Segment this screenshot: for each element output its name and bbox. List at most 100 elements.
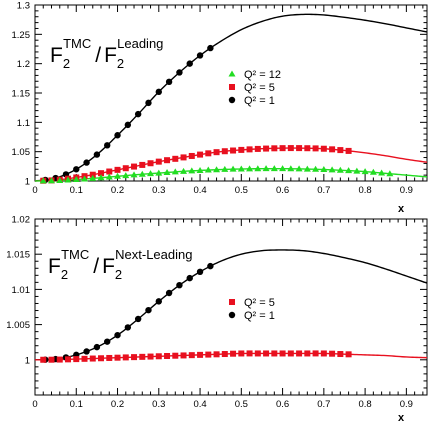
data-point xyxy=(172,155,179,162)
data-point xyxy=(134,315,142,323)
x-tick-label: 0.4 xyxy=(193,399,206,410)
legend-marker xyxy=(229,84,235,90)
data-point xyxy=(104,142,111,149)
data-point xyxy=(207,262,214,270)
data-point xyxy=(254,350,261,357)
data-point xyxy=(279,145,286,152)
data-point xyxy=(163,168,171,175)
legend: Q² = 5Q² = 1 xyxy=(228,297,275,322)
data-point xyxy=(98,355,105,362)
y-tick-label: 1.3 xyxy=(17,1,30,12)
data-point xyxy=(337,147,344,154)
data-point xyxy=(337,351,344,358)
data-point xyxy=(131,354,138,361)
data-point xyxy=(83,348,90,355)
data-point xyxy=(345,167,353,174)
data-point xyxy=(303,165,311,172)
data-point xyxy=(122,165,129,172)
data-point xyxy=(361,168,369,175)
data-point xyxy=(106,354,113,361)
data-point xyxy=(155,169,163,176)
data-point xyxy=(105,173,113,180)
series-line xyxy=(34,13,428,182)
data-point xyxy=(254,165,262,172)
data-point xyxy=(114,172,122,179)
y-tick-label: 1.1 xyxy=(17,118,30,129)
data-point xyxy=(124,324,132,331)
data-point xyxy=(65,356,72,363)
y-tick-label: 1.05 xyxy=(12,147,31,158)
x-tick-label: 0.9 xyxy=(400,399,413,410)
data-point xyxy=(147,170,155,177)
y-tick-label: 1.15 xyxy=(12,89,31,100)
x-tick-label: 0.1 xyxy=(70,399,83,410)
legend-marker xyxy=(228,311,236,319)
x-tick-label: 0.6 xyxy=(276,185,289,196)
data-point xyxy=(328,166,336,173)
data-point xyxy=(287,165,295,172)
data-point xyxy=(93,151,101,158)
data-point xyxy=(296,145,303,152)
data-point xyxy=(205,150,212,157)
chart-title: F2TMC/F2Next-Leading xyxy=(48,247,192,282)
data-point xyxy=(204,166,212,173)
data-point xyxy=(89,171,96,178)
data-point xyxy=(114,166,121,173)
y-tick-label: 1 xyxy=(25,355,30,366)
data-point xyxy=(139,161,146,168)
data-point xyxy=(93,343,101,351)
data-point xyxy=(131,163,138,170)
data-point xyxy=(147,160,154,167)
x-tick-label: 0.2 xyxy=(111,399,124,410)
data-point xyxy=(230,147,237,154)
chart-title: F2TMC/F2Leading xyxy=(50,36,163,71)
data-point xyxy=(320,350,327,357)
data-point xyxy=(262,165,270,172)
data-point xyxy=(336,166,344,173)
data-point xyxy=(221,351,228,358)
bottom-panel: 0 0.1 0.2 0.3 0.4 0.5 0.6 0.7 0.8 0.9 1 1.005 1.01 1.… xyxy=(6,215,428,424)
data-point xyxy=(369,168,377,175)
y-tick-label: 1.25 xyxy=(12,30,31,41)
data-point xyxy=(271,350,278,357)
data-point xyxy=(48,356,55,363)
data-point xyxy=(196,268,204,275)
data-point xyxy=(188,152,195,159)
markers xyxy=(39,44,394,184)
legend-label: Q² = 5 xyxy=(244,297,275,309)
data-point xyxy=(320,145,327,152)
data-point xyxy=(145,306,152,314)
data-point xyxy=(73,356,80,363)
data-point xyxy=(180,154,187,161)
data-point xyxy=(73,166,80,173)
data-point xyxy=(221,165,229,172)
x-axis-title: x xyxy=(398,412,405,424)
data-point xyxy=(197,351,204,358)
data-point xyxy=(279,350,286,357)
data-point xyxy=(205,351,212,358)
data-point xyxy=(238,350,245,357)
data-point xyxy=(238,146,245,153)
data-point xyxy=(386,170,394,177)
data-point xyxy=(188,352,195,359)
data-point xyxy=(296,350,303,357)
legend-marker xyxy=(228,96,236,104)
data-point xyxy=(98,170,105,177)
data-point xyxy=(176,281,183,289)
legend-marker xyxy=(229,299,235,305)
data-point xyxy=(345,351,352,358)
x-tick-label: 0.6 xyxy=(276,399,289,410)
data-point xyxy=(196,166,204,173)
data-point xyxy=(287,145,294,152)
data-point xyxy=(188,167,196,174)
data-point xyxy=(171,168,179,175)
data-point xyxy=(56,176,64,183)
data-point xyxy=(329,146,336,153)
data-point xyxy=(155,88,162,96)
data-point xyxy=(287,350,294,357)
x-tick-label: 0.5 xyxy=(235,399,248,410)
data-point xyxy=(56,356,63,363)
data-point xyxy=(180,352,187,359)
data-point xyxy=(165,289,173,297)
data-point xyxy=(134,110,142,118)
